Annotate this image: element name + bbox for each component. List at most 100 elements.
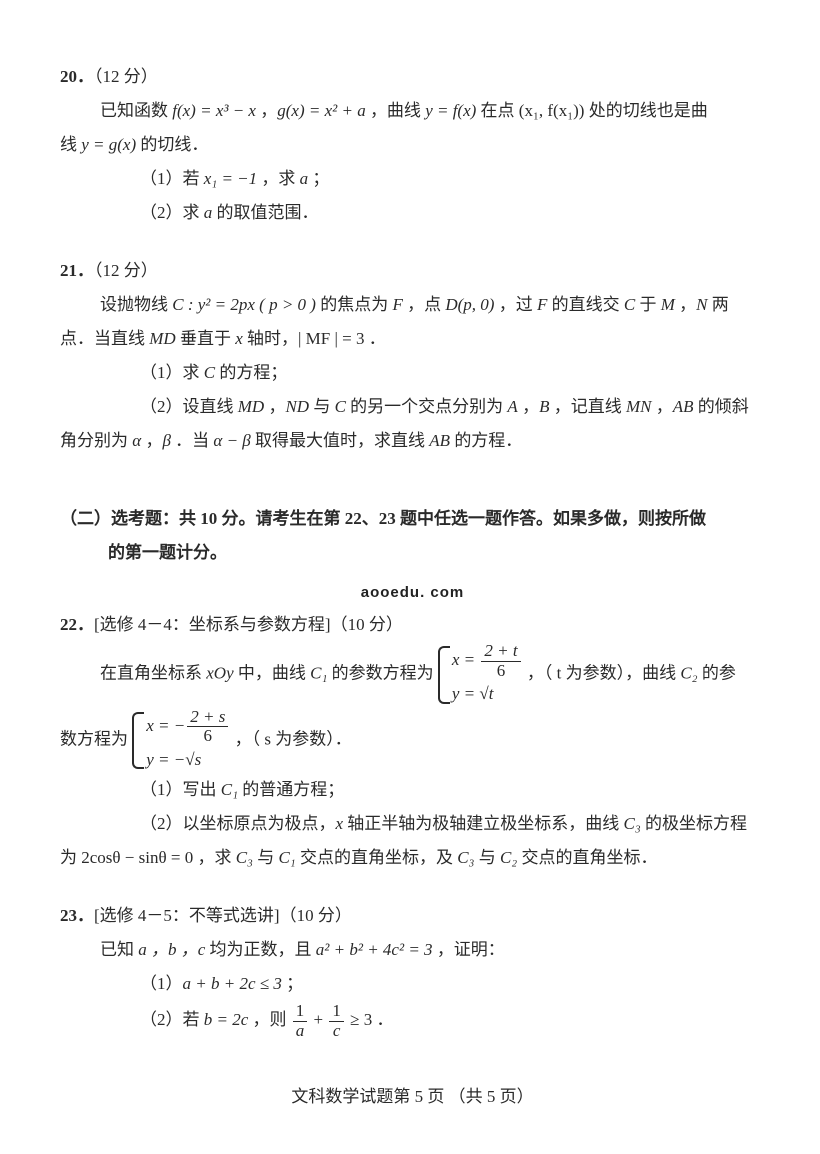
q21-x: x <box>235 329 243 348</box>
q23-abc: a ，b ，c <box>138 940 205 959</box>
section2-title-a: （二）选考题：共 10 分。请考生在第 22、23 题中任选一题作答。如果多做，… <box>60 502 765 536</box>
q23-f2d: c <box>329 1022 344 1041</box>
q22-s2r2: y = −√s <box>146 746 230 773</box>
q22-number: 22． <box>60 615 94 634</box>
q22-p2l2e: 与 <box>474 848 500 867</box>
q21-p2h: 的倾斜 <box>693 397 748 416</box>
q23-ib: 均为正数，且 <box>205 940 316 959</box>
q21-p2l2e: 的方程． <box>450 431 522 450</box>
q23-f1n: 1 <box>293 1002 308 1022</box>
q22-p1a: （1）写出 <box>140 780 221 799</box>
q22-p2C3b: C₃ <box>236 848 253 867</box>
q22-s1r2: y = √t <box>452 680 523 707</box>
q23-header: 23．[选修 4－5：不等式选讲]（10 分） <box>60 899 765 933</box>
q22-ib: 中，曲线 <box>234 664 311 683</box>
q20-number: 20． <box>60 67 94 86</box>
q21-C2: C <box>624 295 635 314</box>
q22-p2l2a: 为 <box>60 848 81 867</box>
q22-part1: （1）写出 C₁ 的普通方程； <box>60 773 765 807</box>
q22-p2l2c: 与 <box>253 848 279 867</box>
q21-p2c: 与 <box>309 397 335 416</box>
watermark: aooedu. com <box>60 578 765 608</box>
q20-p1v: a <box>300 169 309 188</box>
q20-s1: ， <box>256 101 277 120</box>
q22-l2a: 数方程为 <box>60 729 132 748</box>
q21-p2l2d: 取得最大值时，求直线 <box>251 431 430 450</box>
q22-xOy: xOy <box>206 664 233 683</box>
section2-title-b: 的第一题计分。 <box>60 536 765 570</box>
q22-p1C1: C₁ <box>221 780 238 799</box>
q20-s3: 在点 <box>476 101 519 120</box>
q20-s4: 处的切线也是曲 <box>584 101 707 120</box>
q21-p1a: （1）求 <box>140 363 204 382</box>
q21-alpha: α <box>132 431 141 450</box>
q20-p1c: ； <box>308 169 329 188</box>
q22: 22．[选修 4－4：坐标系与参数方程]（10 分） 在直角坐标系 xOy 中，… <box>60 608 765 875</box>
q21-ih: 两 <box>707 295 728 314</box>
q22-C1: C₁ <box>310 664 327 683</box>
q23: 23．[选修 4－5：不等式选讲]（10 分） 已知 a ，b ，c 均为正数，… <box>60 899 765 1040</box>
q21-AB2: AB <box>429 431 450 450</box>
q21-intro-line2: 点．当直线 MD 垂直于 x 轴时，| MF | = 3 ． <box>60 322 765 356</box>
q22-sys2: x = −2 + s6 y = −√s <box>132 708 230 774</box>
q22-s2r1l: x = − <box>146 716 185 735</box>
q20-t1: 已知函数 <box>100 101 172 120</box>
q21-p2l2c: ．当 <box>171 431 214 450</box>
q21-ib: 的焦点为 <box>316 295 393 314</box>
q20-pt: (x₁, f(x₁)) <box>519 101 585 120</box>
q21-MF: | MF | = 3 <box>298 329 364 348</box>
q22-ic: 的参数方程为 <box>327 664 438 683</box>
q21-F: F <box>392 295 402 314</box>
q21-F2: F <box>537 295 547 314</box>
q22-p2c: 的极坐标方程 <box>641 814 747 833</box>
q23-p1b: ； <box>282 974 303 993</box>
q21-if: 于 <box>635 295 661 314</box>
q21-p2B: B <box>539 397 549 416</box>
spacer <box>60 236 765 254</box>
q21-p2a: （2）设直线 <box>140 397 238 416</box>
q23-p2cond: b = 2c <box>204 1010 249 1029</box>
q21-l2d: ． <box>364 329 385 348</box>
q20-yf: y = f(x) <box>425 101 476 120</box>
q22-intro-line2: 数方程为 x = −2 + s6 y = −√s ，（ s 为参数）． <box>60 708 765 774</box>
q21-part2-line2: 角分别为 α ，β ．当 α − β 取得最大值时，求直线 AB 的方程． <box>60 424 765 458</box>
q20-yg: y = g(x) <box>81 135 136 154</box>
q22-p2eq: 2cosθ − sinθ = 0 <box>81 848 193 867</box>
q22-p2b: 轴正半轴为极轴建立极坐标系，曲线 <box>343 814 624 833</box>
q23-ge: ≥ 3 <box>346 1010 372 1029</box>
q20-p2b: 的取值范围． <box>212 203 318 222</box>
q20-header: 20．（12 分） <box>60 60 765 94</box>
q20: 20．（12 分） 已知函数 f(x) = x³ − x ，g(x) = x² … <box>60 60 765 230</box>
spacer <box>60 464 765 482</box>
q20-points: （12 分） <box>94 67 158 86</box>
q22-header: 22．[选修 4－4：坐标系与参数方程]（10 分） <box>60 608 765 642</box>
q22-s1den: 6 <box>481 662 520 681</box>
q23-f1d: a <box>293 1022 308 1041</box>
q23-f2n: 1 <box>329 1002 344 1022</box>
q20-p1a: （1）若 <box>140 169 204 188</box>
q21-p2g: ， <box>651 397 672 416</box>
q22-p2C3c: C₃ <box>457 848 474 867</box>
q21-header: 21．（12 分） <box>60 254 765 288</box>
q22-p2l2f: 交点的直角坐标． <box>517 848 657 867</box>
q20-s2: ，曲线 <box>366 101 426 120</box>
q21-p1b: 的方程； <box>215 363 287 382</box>
q20-part2: （2）求 a 的取值范围． <box>60 196 765 230</box>
q22-ia: 在直角坐标系 <box>100 664 206 683</box>
q21-p2l2a: 角分别为 <box>60 431 132 450</box>
q20-p1b: ，求 <box>257 169 300 188</box>
exam-page: 20．（12 分） 已知函数 f(x) = x³ − x ，g(x) = x² … <box>0 0 820 1154</box>
q21-p2MN: MN <box>626 397 652 416</box>
q21-p1C: C <box>204 363 215 382</box>
q22-id: ，（ t 为参数），曲线 <box>527 664 680 683</box>
q21-ig: ， <box>675 295 696 314</box>
q23-p2b: ，则 <box>248 1010 291 1029</box>
section2-title: （二）选考题：共 10 分。请考生在第 22、23 题中任选一题作答。如果多做，… <box>60 502 765 570</box>
q21-p2C: C <box>335 397 346 416</box>
q21-MD: MD <box>149 329 175 348</box>
q23-eq: a² + b² + 4c² = 3 <box>316 940 433 959</box>
q21-C: C : y² = 2px ( p > 0 ) <box>172 295 316 314</box>
q21-p2b: ， <box>264 397 285 416</box>
q21-id: ，过 <box>494 295 537 314</box>
q21-points: （12 分） <box>94 261 158 280</box>
